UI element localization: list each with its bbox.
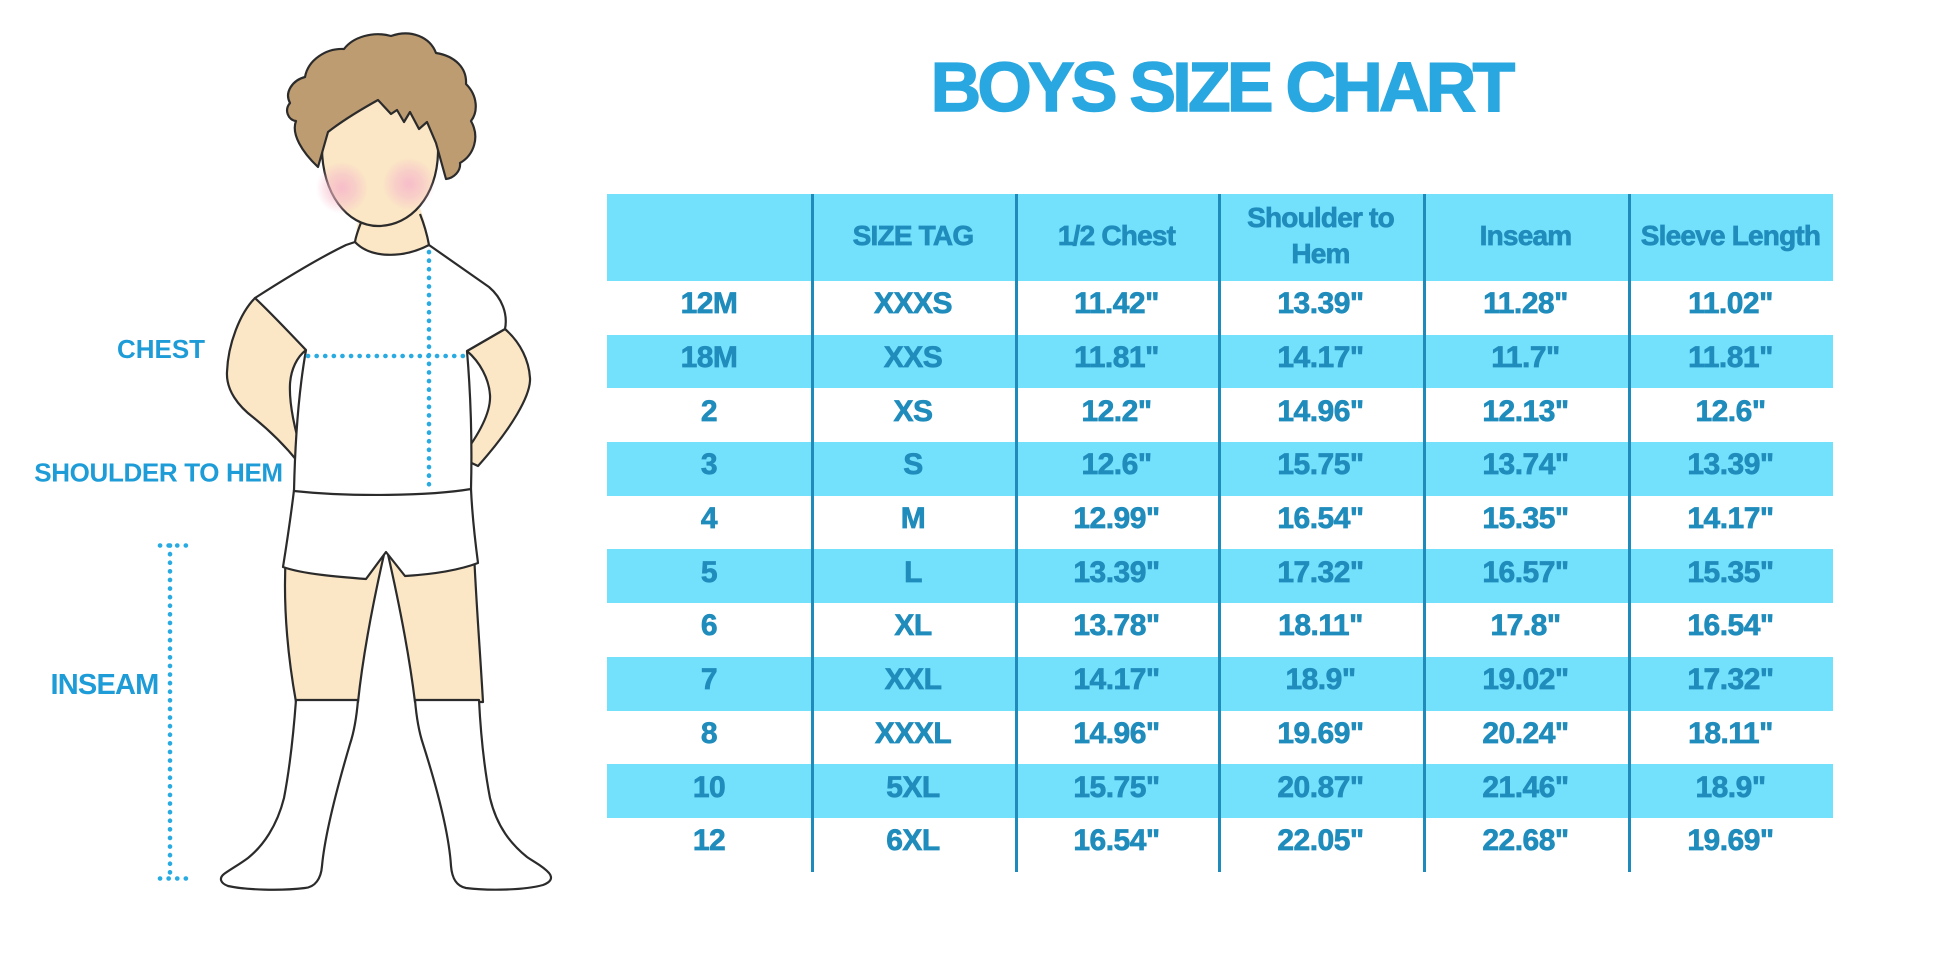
svg-text:CHEST: CHEST <box>117 334 205 364</box>
svg-text:INSEAM: INSEAM <box>51 669 159 701</box>
svg-text:SHOULDER TO HEM: SHOULDER TO HEM <box>34 458 283 488</box>
